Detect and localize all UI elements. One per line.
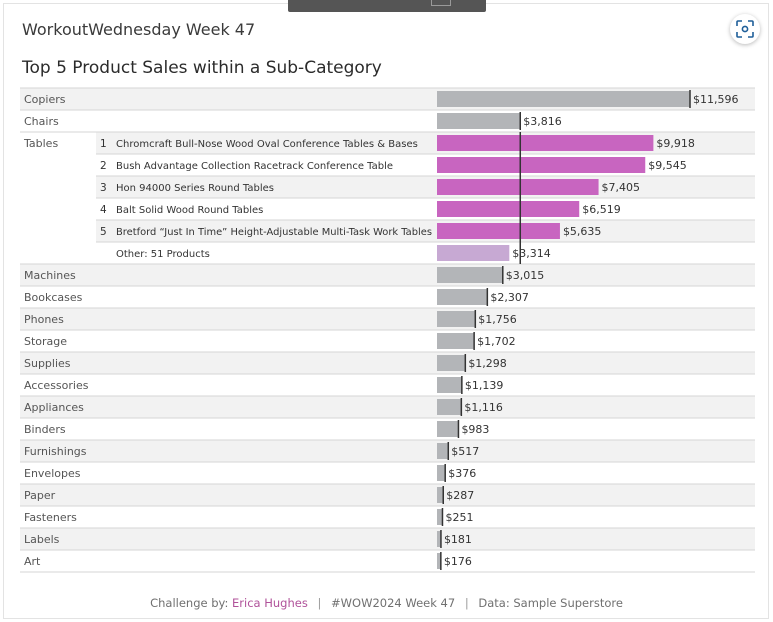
footer-prefix: Challenge by:	[150, 596, 229, 610]
footer: Challenge by: Erica Hughes | #WOW2024 We…	[0, 596, 773, 610]
row-band	[20, 440, 755, 462]
data-label: $376	[448, 467, 476, 480]
bar	[437, 465, 446, 481]
data-label: $7,405	[602, 181, 641, 194]
row-band	[20, 396, 755, 418]
data-label: $251	[445, 511, 473, 524]
data-label: $287	[446, 489, 474, 502]
product-rank: 5	[100, 226, 107, 238]
product-label: Balt Solid Wood Round Tables	[116, 205, 263, 216]
product-label: Bush Advantage Collection Racetrack Conf…	[116, 161, 393, 172]
bar	[437, 487, 444, 503]
bar	[437, 113, 521, 129]
footer-tag: #WOW2024 Week 47	[331, 596, 456, 610]
product-label: Chromcraft Bull-Nose Wood Oval Conferenc…	[116, 139, 418, 150]
category-label: Binders	[24, 423, 66, 436]
bar	[437, 553, 441, 569]
product-rank: 4	[100, 204, 107, 216]
data-label: $1,116	[464, 401, 503, 414]
row-band	[20, 484, 755, 506]
data-label: $11,596	[693, 93, 739, 106]
category-label: Phones	[24, 313, 64, 326]
bar	[437, 91, 690, 107]
bar	[437, 355, 466, 371]
focus-button[interactable]	[730, 14, 760, 44]
row-band	[20, 352, 755, 374]
toolbar-nub[interactable]	[431, 0, 451, 6]
product-rank: 3	[100, 182, 107, 194]
chart-title: Top 5 Product Sales within a Sub-Categor…	[22, 58, 382, 78]
bar	[437, 135, 654, 151]
category-label: Labels	[24, 533, 60, 546]
bar	[437, 399, 462, 415]
data-label: $9,918	[656, 137, 695, 150]
footer-source: Data: Sample Superstore	[478, 596, 623, 610]
data-label: $176	[444, 555, 472, 568]
row-band	[20, 264, 755, 286]
data-label: $1,756	[478, 313, 516, 326]
bar	[437, 201, 580, 217]
bar	[437, 245, 510, 261]
product-label: Bretford “Just In Time” Height-Adjustabl…	[116, 227, 432, 238]
focus-frame-icon	[736, 20, 754, 38]
bar	[437, 509, 443, 525]
data-label: $3,015	[506, 269, 545, 282]
bar	[437, 333, 475, 349]
category-label: Paper	[24, 489, 56, 502]
bar	[437, 421, 459, 437]
data-label: $9,545	[648, 159, 687, 172]
bar	[437, 157, 646, 173]
category-label: Art	[24, 555, 41, 568]
category-label: Chairs	[24, 115, 59, 128]
data-label: $1,702	[477, 335, 516, 348]
category-label: Fasteners	[24, 511, 77, 524]
footer-author-link[interactable]: Erica Hughes	[232, 596, 308, 610]
category-label: Machines	[24, 269, 76, 282]
bar-chart: Copiers $11,596 Chairs $3,816 Tables 1 Chromcr…	[20, 87, 755, 573]
category-label: Supplies	[24, 357, 71, 370]
category-label: Bookcases	[24, 291, 83, 304]
row-band	[20, 528, 755, 550]
bar	[437, 179, 599, 195]
row-band	[20, 308, 755, 330]
bar	[437, 531, 441, 547]
toolbar-handle[interactable]	[288, 0, 486, 12]
product-label: Other: 51 Products	[116, 249, 210, 260]
bar	[437, 267, 503, 283]
data-label: $3,314	[512, 247, 551, 260]
category-label: Appliances	[24, 401, 84, 414]
data-label: $1,139	[465, 379, 504, 392]
data-label: $2,307	[490, 291, 529, 304]
product-rank: 1	[100, 138, 107, 150]
category-label: Storage	[24, 335, 67, 348]
data-label: $181	[444, 533, 472, 546]
data-label: $983	[461, 423, 489, 436]
bar	[437, 223, 560, 239]
data-label: $517	[451, 445, 479, 458]
data-label: $5,635	[563, 225, 602, 238]
data-label: $6,519	[582, 203, 621, 216]
product-rank: 2	[100, 160, 107, 172]
data-label: $3,816	[523, 115, 562, 128]
product-label: Hon 94000 Series Round Tables	[116, 183, 274, 194]
footer-separator: |	[464, 596, 469, 610]
bar	[437, 311, 476, 327]
data-label: $1,298	[468, 357, 507, 370]
category-label: Accessories	[24, 379, 89, 392]
category-label: Tables	[23, 137, 58, 150]
bar	[437, 443, 449, 459]
category-label: Furnishings	[24, 445, 87, 458]
dashboard-kicker: WorkoutWednesday Week 47	[22, 20, 256, 39]
category-label: Copiers	[24, 93, 66, 106]
bar	[437, 289, 488, 305]
row-band	[96, 220, 755, 242]
category-label: Envelopes	[24, 467, 81, 480]
footer-separator: |	[317, 596, 322, 610]
bar	[437, 377, 462, 393]
